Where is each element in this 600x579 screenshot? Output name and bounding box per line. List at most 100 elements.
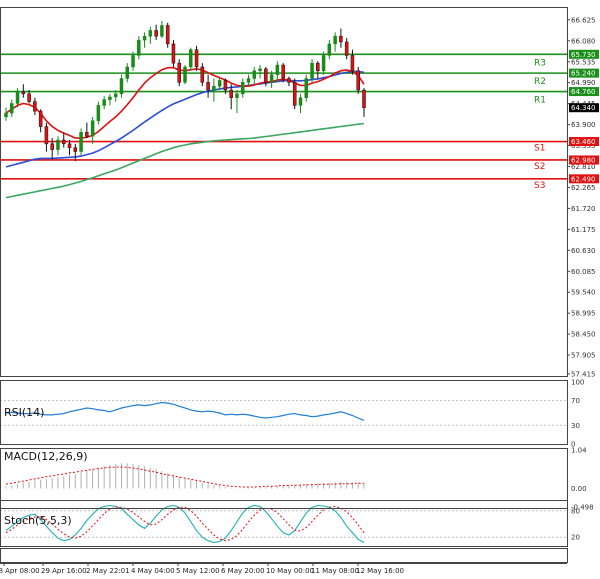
candle-bull: [212, 85, 216, 91]
price-tick-label: 62.810: [571, 163, 596, 171]
candle-bear: [206, 82, 210, 91]
price-tick-label: 58.450: [571, 331, 596, 339]
price-tick-label: 57.415: [571, 370, 596, 378]
stoch-k-line: [5, 504, 365, 544]
candle-bear: [229, 89, 233, 98]
current-price-tag-box: [569, 103, 599, 113]
rsi-tick-label: 100: [571, 379, 584, 387]
time-tick-label: 6 May 20:00: [221, 567, 265, 575]
candle-bear: [61, 139, 66, 145]
stoch-tick-label: 80: [571, 507, 580, 515]
time-tick-label: 29 Apr 16:00: [41, 567, 87, 575]
candle-bull: [235, 93, 239, 98]
price-pane: 66.62566.08065.53564.99064.44563.90063.3…: [0, 16, 599, 378]
candle-bear: [44, 126, 49, 145]
candle-bull: [217, 80, 222, 87]
time-tick-label: 5 May 12:00: [176, 567, 220, 575]
candle-bull: [56, 139, 60, 150]
candle-bull: [108, 96, 112, 100]
level-name-s2: S2: [534, 162, 545, 172]
candle-bull: [321, 55, 326, 72]
candle-bull: [333, 35, 337, 45]
candle-bull: [189, 49, 193, 68]
candle-bear: [350, 55, 355, 72]
candle-bull: [310, 62, 314, 79]
rsi-label: RSI(14): [4, 406, 44, 419]
pane-frame-4: [0, 548, 568, 563]
candle-bear: [194, 49, 199, 68]
price-tick-label: 57.905: [571, 352, 596, 360]
candle-bull: [252, 70, 257, 79]
price-tick-label: 58.995: [571, 310, 596, 318]
macd-tick-label: 1.04: [571, 447, 587, 455]
level-name-s3: S3: [534, 181, 545, 191]
candle-bull: [275, 64, 280, 75]
rsi-pane: 100 70 30 0 RSI(14): [0, 379, 584, 449]
stoch-tick-label: 20: [571, 534, 580, 542]
candle-bull: [137, 39, 141, 56]
candle-bear: [264, 68, 268, 83]
level-tag-value: 62.980: [571, 156, 596, 164]
candle-bear: [33, 101, 37, 112]
time-tick-label: 10 May 00:00: [266, 567, 314, 575]
candle-bear: [38, 110, 43, 127]
candle-bull: [142, 35, 147, 41]
price-tick-label: 66.625: [571, 16, 596, 24]
candle-bear: [85, 132, 89, 137]
candle-bull: [119, 78, 124, 95]
level-tag-value: 64.760: [571, 88, 596, 96]
pane-frame-3: [0, 500, 568, 547]
price-tick-label: 65.535: [571, 58, 596, 66]
candle-bear: [292, 82, 297, 106]
candle-bear: [21, 91, 26, 95]
rsi-tick-label: 30: [571, 422, 580, 430]
price-tick-label: 64.990: [571, 79, 596, 87]
price-tick-label: 62.265: [571, 184, 596, 192]
level-tag-box: [569, 137, 599, 147]
macd-tick-label: -0.498: [571, 503, 594, 511]
level-price-tags: 65.730 65.240 64.760 63.460 62.980 62.490 64.3…: [569, 49, 599, 184]
rsi-plot: 100 70 30 0: [0, 379, 584, 449]
stoch-d-line: [5, 505, 365, 542]
macd-pane: 1.04 0.00 -0.498 MACD(12,26,9): [4, 447, 594, 512]
candle-bull: [102, 99, 106, 106]
pane-frame-0: [0, 7, 568, 377]
level-name-labels: R3 R2 R1 S1 S2 S3: [534, 58, 546, 191]
level-tag-value: 65.240: [571, 70, 596, 78]
candle-bear: [171, 43, 176, 64]
price-tick-label: 60.085: [571, 268, 596, 276]
candle-bull: [131, 55, 135, 68]
rsi-line: [5, 401, 365, 421]
time-tick-label: 2 May 22:01: [86, 567, 130, 575]
time-tick-label: 11 May 08:00: [311, 567, 359, 575]
rsi-tick-label: 70: [571, 397, 580, 405]
candle-bull: [79, 132, 83, 152]
candle-bull: [90, 120, 95, 137]
macd-signal-line: [5, 466, 364, 488]
level-tag-box: [569, 49, 599, 59]
candle-bear: [339, 35, 343, 43]
price-tick-label: 59.540: [571, 289, 596, 297]
price-tick-label: 63.355: [571, 142, 596, 150]
candle-bear: [27, 93, 31, 102]
candle-bull: [96, 105, 101, 122]
level-name-r2: R2: [534, 77, 546, 87]
candle-bear: [73, 147, 78, 152]
candle-bull: [125, 66, 130, 79]
candle-bear: [316, 62, 320, 72]
price-tick-label: 66.080: [571, 37, 596, 45]
candle-bull: [15, 91, 20, 104]
candle-bull: [269, 74, 274, 83]
pane-frame-1: [0, 380, 568, 445]
candle-bear: [362, 89, 366, 108]
candle-bull: [148, 30, 153, 37]
time-tick-label: 12 May 16:00: [356, 567, 404, 575]
price-tick-label: 60.630: [571, 247, 596, 255]
stoch-label: Stoch(5,5,3): [4, 514, 72, 527]
price-tick-label: 61.175: [571, 226, 596, 234]
candle-bear: [223, 80, 228, 91]
candle-bear: [154, 30, 158, 37]
